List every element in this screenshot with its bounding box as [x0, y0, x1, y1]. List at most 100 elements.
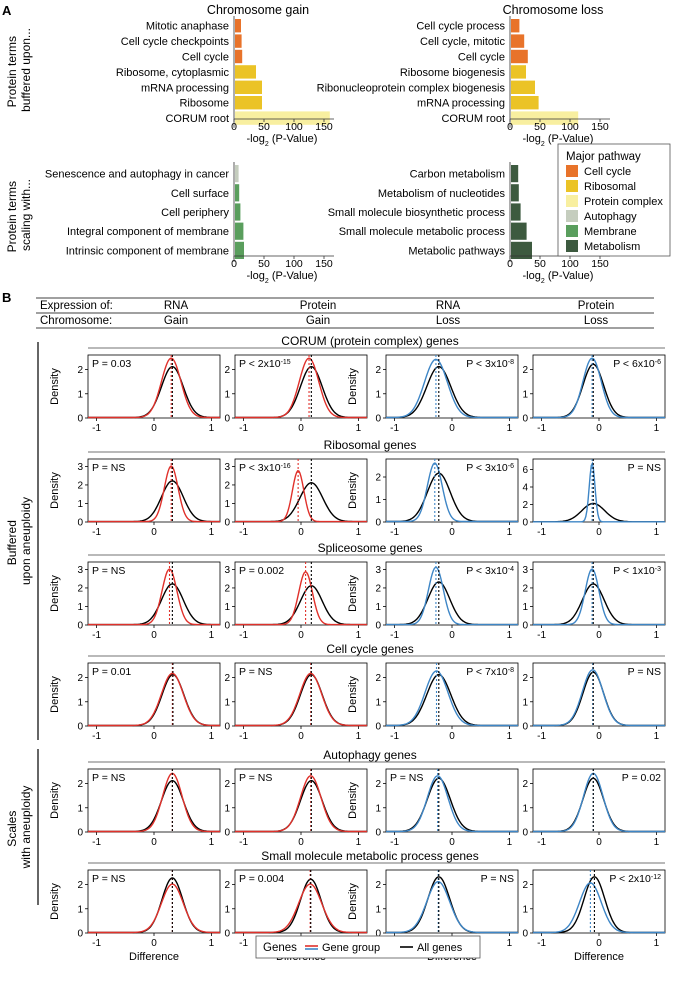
y-tick-label: 2 — [375, 365, 381, 376]
bar-chart-title: Chromosome loss — [503, 3, 604, 17]
y-tick-label: 1 — [77, 499, 83, 510]
bar — [511, 222, 527, 240]
header-chromosome-2: Gain — [306, 315, 330, 327]
x-tick-label: 1 — [356, 837, 362, 848]
panel-a-row-label-top: Protein terms buffered upon... — [5, 28, 33, 112]
row-title: Cell cycle genes — [326, 642, 413, 656]
legend-label-ribosomal: Ribosomal — [584, 181, 636, 193]
row-label-top-line2: buffered upon... — [19, 28, 33, 112]
group-label-buffered-line1: Buffered — [5, 520, 19, 565]
y-tick-label: 1 — [375, 389, 381, 400]
bar-x-tick-label: 100 — [285, 258, 303, 270]
x-tick-label: -1 — [239, 731, 248, 742]
gene-group-curve — [235, 470, 367, 523]
density-plot-5-3: 0 1 2 -1 0 1 P = NS Density — [347, 768, 519, 848]
y-tick-label: 1 — [77, 803, 83, 814]
density-plot-1-1: 0 1 2 -1 0 1 P = 0.03 Density — [49, 354, 221, 434]
y-axis-label: Density — [347, 883, 359, 920]
p-value-label: P < 3x10-16 — [239, 462, 291, 474]
gene-group-curve — [88, 772, 220, 833]
p-value-label: P = NS — [628, 462, 661, 474]
y-tick-label: 3 — [224, 565, 230, 576]
density-plot-3-4: 0 1 2 3 -1 0 1 P < 1x10-3 — [522, 561, 666, 641]
p-value-label: P = NS — [239, 772, 272, 784]
y-tick-label: 1 — [375, 904, 381, 915]
p-value-label: P < 2x10-15 — [239, 358, 291, 370]
group-label-buffered-line2: upon aneuploidy — [19, 497, 33, 585]
bar-chart-title: Chromosome gain — [207, 3, 309, 17]
bar-x-tick-label: 150 — [315, 258, 333, 270]
bar-category-label: Ribosome, cytoplasmic — [116, 67, 230, 79]
p-value-label: P = NS — [628, 666, 661, 678]
x-tick-label: 0 — [596, 630, 602, 641]
x-tick-label: 1 — [507, 938, 513, 949]
y-tick-label: 1 — [522, 697, 528, 708]
bar — [235, 34, 242, 48]
x-tick-label: 0 — [596, 837, 602, 848]
bar-x-axis-label: -log2 (P-Value) — [523, 270, 594, 285]
bar-x-tick-label: 0 — [507, 258, 513, 270]
bar-category-label: Metabolic pathways — [408, 245, 505, 257]
x-tick-label: 0 — [596, 527, 602, 538]
p-value-label: P < 6x10-6 — [613, 358, 661, 370]
density-row-6: Small molecule metabolic process genes01… — [49, 849, 666, 963]
y-tick-label: 0 — [375, 414, 381, 425]
legend-swatch-membrane — [566, 225, 578, 237]
y-axis-label: Density — [49, 883, 61, 920]
legend-label-membrane: Membrane — [584, 226, 637, 238]
x-tick-label: 1 — [507, 630, 513, 641]
bar-category-label: Metabolism of nucleotides — [378, 188, 506, 200]
y-tick-label: 2 — [77, 880, 83, 891]
x-tick-label: -1 — [239, 837, 248, 848]
x-tick-label: 1 — [209, 731, 215, 742]
bar — [511, 49, 528, 64]
y-tick-label: 2 — [77, 480, 83, 491]
y-tick-label: 2 — [224, 480, 230, 491]
x-tick-label: -1 — [239, 423, 248, 434]
y-tick-label: 1 — [77, 389, 83, 400]
x-tick-label: 0 — [298, 837, 304, 848]
y-tick-label: 2 — [224, 880, 230, 891]
x-tick-label: 0 — [151, 731, 157, 742]
bar-x-tick-label: 150 — [591, 258, 609, 270]
x-tick-label: 0 — [151, 837, 157, 848]
all-genes-curve — [386, 365, 518, 419]
legend-label-autophagy: Autophagy — [584, 211, 637, 223]
bar — [511, 203, 521, 221]
gene-group-curve — [533, 357, 665, 419]
x-tick-label: 0 — [151, 630, 157, 641]
density-plot-1-2: 0 1 2 -1 0 1 P < 2x10-15 — [224, 354, 368, 434]
genes-legend-title: Genes — [263, 942, 297, 954]
y-axis-label: Density — [347, 782, 359, 819]
x-tick-label: -1 — [390, 731, 399, 742]
gene-group-curve — [386, 566, 518, 626]
gene-group-curve — [235, 775, 367, 833]
bar — [235, 65, 256, 79]
svg-text:Protein terms buffered u: Protein terms buffered upon... — [5, 28, 33, 112]
bar — [235, 241, 244, 259]
gene-group-curve — [533, 882, 665, 934]
x-tick-label: 1 — [507, 527, 513, 538]
y-tick-label: 1 — [77, 602, 83, 613]
y-tick-label: 1 — [77, 697, 83, 708]
x-tick-label: 0 — [449, 731, 455, 742]
bar-category-label: Small molecule biosynthetic process — [328, 207, 506, 219]
header-expression-2: Protein — [300, 300, 336, 312]
bar-category-label: Cell cycle process — [416, 21, 505, 33]
x-tick-label: 0 — [151, 527, 157, 538]
y-tick-label: 0 — [522, 518, 528, 529]
y-tick-label: 0 — [224, 722, 230, 733]
legend-swatch-metabolism — [566, 240, 578, 252]
x-tick-label: 1 — [356, 527, 362, 538]
bar — [511, 80, 535, 94]
y-tick-label: 2 — [522, 779, 528, 790]
all-genes-curve — [88, 779, 220, 833]
bar-x-tick-label: 50 — [258, 258, 270, 270]
legend-label-cell-cycle: Cell cycle — [584, 166, 631, 178]
x-tick-label: 1 — [654, 837, 660, 848]
x-tick-label: 1 — [209, 837, 215, 848]
density-plot-4-4: 0 1 2 -1 0 1 P = NS — [522, 662, 666, 742]
header-chromosome-4: Loss — [584, 315, 609, 327]
bar-x-tick-label: 50 — [534, 121, 546, 133]
